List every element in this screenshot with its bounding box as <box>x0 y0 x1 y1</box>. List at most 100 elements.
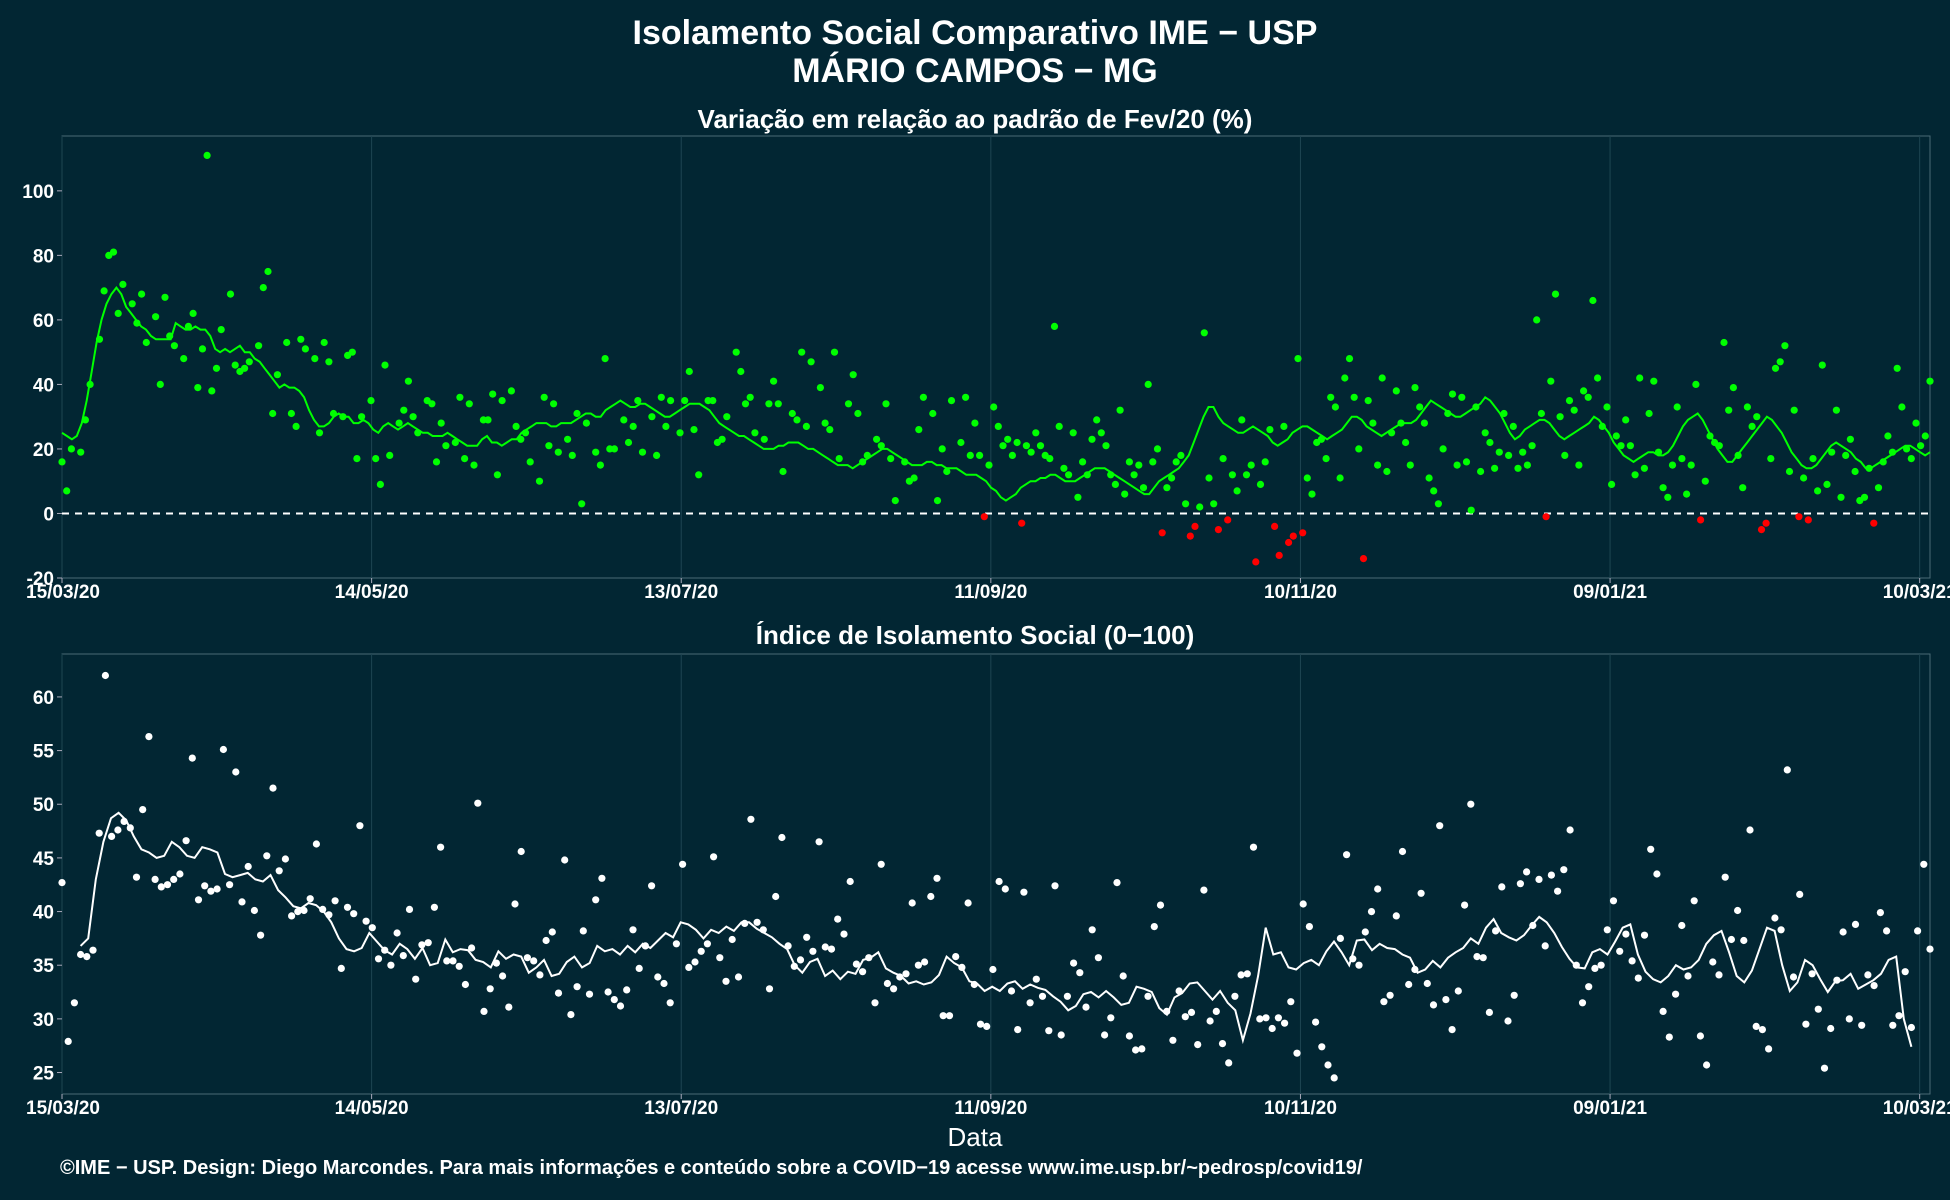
data-point <box>1014 1026 1022 1034</box>
data-point <box>430 903 438 911</box>
data-point <box>568 451 576 459</box>
y-tick-label: 35 <box>33 956 55 977</box>
data-point <box>451 438 459 447</box>
data-point <box>1101 1031 1109 1039</box>
data-point <box>1434 500 1442 508</box>
data-point <box>1069 429 1077 437</box>
data-point <box>67 445 75 453</box>
data-point <box>142 338 150 347</box>
data-point <box>526 458 534 466</box>
y-tick-label: 25 <box>33 1064 55 1085</box>
data-point <box>1453 461 1461 469</box>
data-point <box>834 915 842 923</box>
data-point <box>545 442 553 450</box>
data-point <box>1692 380 1700 388</box>
data-point <box>455 962 463 970</box>
data-point <box>486 985 494 993</box>
data-point <box>109 248 118 256</box>
data-point <box>1814 487 1822 495</box>
data-point <box>1664 493 1672 501</box>
data-point <box>1678 455 1686 463</box>
data-point <box>226 881 234 889</box>
data-point <box>306 895 314 903</box>
data-point <box>1405 980 1413 989</box>
data-point <box>1636 374 1644 382</box>
data-point <box>1303 474 1311 482</box>
moving-average-line <box>61 285 1931 502</box>
data-point <box>1398 847 1407 856</box>
data-point <box>1036 442 1045 450</box>
data-point <box>1130 471 1138 479</box>
data-point <box>1659 484 1667 492</box>
data-point <box>803 933 811 941</box>
data-point <box>821 943 829 951</box>
data-point <box>161 293 169 301</box>
data-point <box>1616 947 1624 955</box>
data-point <box>666 999 674 1007</box>
data-point <box>1285 538 1293 547</box>
data-point <box>1832 406 1840 414</box>
data-point <box>634 397 642 405</box>
data-point <box>238 898 246 906</box>
data-point <box>741 400 750 408</box>
data-point <box>1299 529 1307 537</box>
data-point <box>263 852 271 860</box>
data-point <box>1827 1024 1835 1033</box>
data-point <box>1727 935 1735 944</box>
data-point <box>1481 429 1489 437</box>
data-point <box>1690 897 1698 905</box>
data-point <box>648 882 656 890</box>
data-point <box>1331 403 1339 411</box>
data-point <box>1781 342 1789 350</box>
data-point <box>1406 461 1414 469</box>
data-point <box>927 892 935 901</box>
data-point <box>1200 886 1208 894</box>
data-point <box>624 438 633 447</box>
data-point <box>180 355 188 363</box>
data-point <box>1210 500 1218 508</box>
data-point <box>1322 455 1330 463</box>
data-point <box>1330 1074 1338 1082</box>
data-point <box>790 962 798 970</box>
data-point <box>1206 1017 1214 1025</box>
data-point <box>1392 912 1400 920</box>
data-point <box>1274 1014 1282 1022</box>
data-point <box>1771 914 1779 922</box>
data-point <box>945 1012 954 1020</box>
data-point <box>827 945 836 953</box>
data-point <box>1870 519 1878 527</box>
data-point <box>793 416 801 424</box>
data-point <box>561 856 569 864</box>
data-point <box>1752 1022 1760 1030</box>
data-point <box>1083 471 1091 479</box>
data-point <box>1065 471 1073 479</box>
data-point <box>871 999 879 1007</box>
data-point <box>567 1011 575 1019</box>
data-point <box>1349 955 1357 963</box>
data-point <box>579 927 587 935</box>
data-point <box>1631 471 1639 479</box>
data-point <box>499 972 507 980</box>
data-point <box>610 445 619 453</box>
data-point <box>578 500 586 508</box>
data-point <box>1634 974 1642 982</box>
data-point <box>1252 558 1260 566</box>
data-point <box>1858 1021 1866 1029</box>
data-point <box>512 422 520 430</box>
data-point <box>654 973 662 981</box>
data-point <box>1771 364 1780 372</box>
data-point <box>1565 397 1574 405</box>
data-point <box>962 393 970 401</box>
data-point <box>1533 316 1541 324</box>
data-point <box>958 963 966 972</box>
data-point <box>1765 1045 1773 1053</box>
data-point <box>119 280 127 288</box>
data-point <box>635 964 643 973</box>
data-point <box>976 451 984 459</box>
data-point <box>601 355 609 363</box>
data-point <box>1218 1040 1227 1048</box>
data-point <box>548 928 556 936</box>
data-point <box>1076 969 1084 977</box>
data-point <box>1149 458 1157 466</box>
